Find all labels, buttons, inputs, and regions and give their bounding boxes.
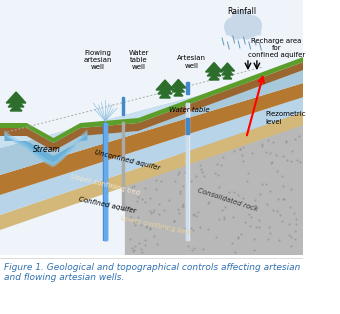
Text: Lower confining bed: Lower confining bed — [120, 215, 191, 235]
Text: Flowing
artesian
well: Flowing artesian well — [84, 50, 112, 70]
Polygon shape — [0, 112, 303, 230]
Text: Upper confining bed: Upper confining bed — [70, 174, 140, 197]
Polygon shape — [223, 74, 232, 79]
Text: Confined aquifer: Confined aquifer — [79, 196, 137, 214]
Bar — [104, 123, 106, 240]
Text: Artesian
well: Artesian well — [177, 56, 206, 68]
Polygon shape — [222, 68, 233, 75]
Bar — [164, 90, 166, 95]
Bar — [15, 103, 17, 108]
Text: Water
table
well: Water table well — [129, 50, 149, 70]
Polygon shape — [4, 133, 87, 165]
Polygon shape — [0, 57, 303, 143]
Polygon shape — [6, 92, 26, 103]
Bar — [122, 97, 124, 115]
Polygon shape — [209, 74, 219, 80]
Bar — [213, 72, 216, 77]
Polygon shape — [220, 63, 235, 71]
Polygon shape — [158, 86, 172, 94]
Polygon shape — [0, 0, 303, 255]
Bar — [186, 118, 189, 134]
Text: Rainfall: Rainfall — [227, 8, 256, 17]
Circle shape — [243, 16, 261, 36]
Polygon shape — [0, 68, 303, 151]
Bar — [186, 103, 188, 240]
Circle shape — [230, 23, 244, 39]
Circle shape — [238, 21, 254, 39]
Bar — [103, 123, 107, 240]
Polygon shape — [125, 95, 303, 255]
Polygon shape — [171, 79, 186, 88]
Bar — [122, 122, 124, 210]
Polygon shape — [206, 62, 223, 72]
Polygon shape — [10, 104, 22, 111]
Text: Consolidated rock: Consolidated rock — [196, 187, 258, 213]
Text: Water table: Water table — [169, 107, 210, 113]
Polygon shape — [160, 92, 170, 98]
Polygon shape — [0, 83, 303, 195]
Circle shape — [225, 18, 241, 36]
Bar — [226, 22, 259, 34]
Polygon shape — [0, 97, 303, 215]
Text: Unconfined aquifer: Unconfined aquifer — [94, 149, 160, 171]
Text: Recharge area
for
confined aquifer: Recharge area for confined aquifer — [248, 38, 305, 58]
Polygon shape — [8, 98, 24, 107]
Bar — [186, 82, 189, 94]
Polygon shape — [0, 68, 303, 175]
Bar — [226, 71, 229, 76]
Polygon shape — [172, 85, 184, 92]
Polygon shape — [156, 80, 174, 90]
Polygon shape — [174, 91, 183, 96]
Text: Figure 1. Geological and topographical controls affecting artesian
and flowing a: Figure 1. Geological and topographical c… — [4, 263, 301, 282]
Text: Stream: Stream — [33, 145, 60, 154]
Polygon shape — [0, 62, 303, 151]
Text: Piezometric
level: Piezometric level — [266, 111, 306, 124]
Polygon shape — [4, 129, 87, 167]
Circle shape — [231, 10, 252, 34]
Polygon shape — [207, 68, 221, 76]
Bar — [186, 103, 189, 240]
Bar — [177, 88, 180, 93]
